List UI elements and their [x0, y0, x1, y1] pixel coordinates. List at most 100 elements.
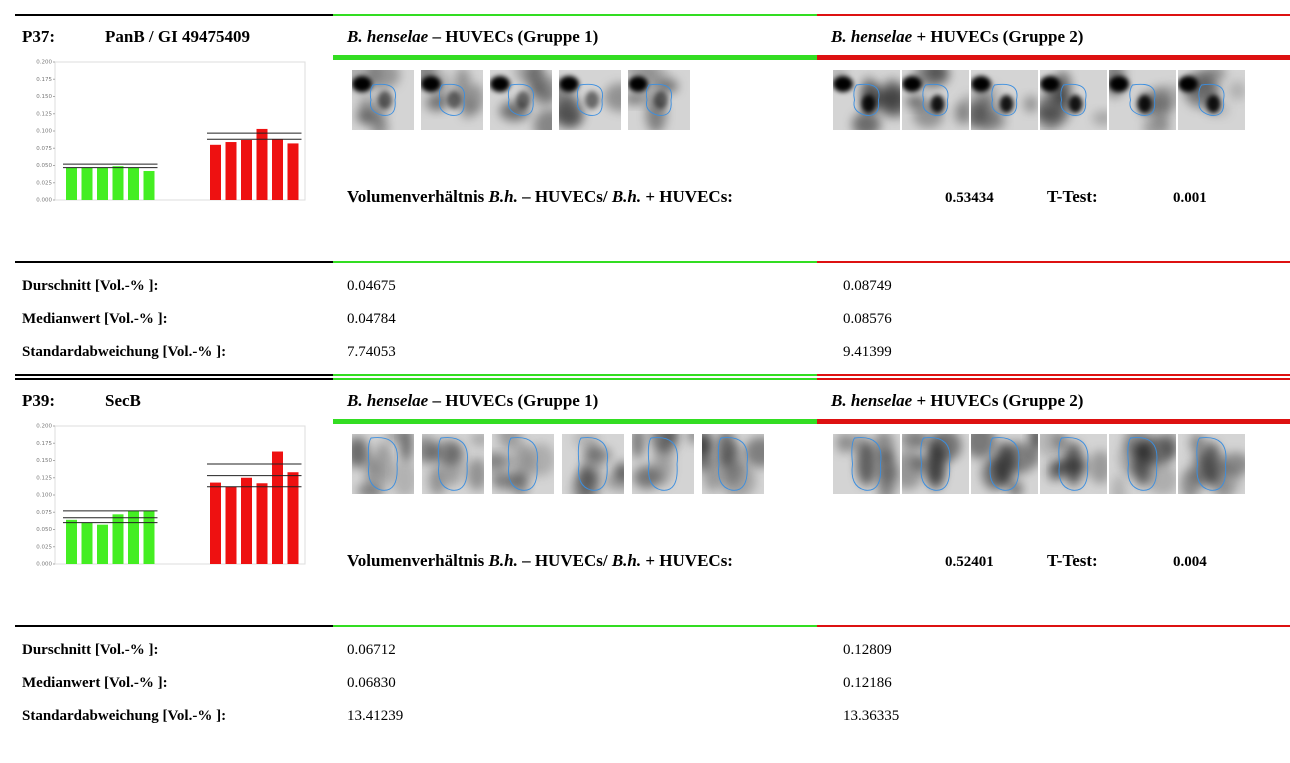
gel-spot: [373, 442, 393, 486]
gel-content: [490, 70, 552, 130]
gel-content: [562, 434, 624, 494]
gel-blob: [1030, 434, 1038, 467]
gel-outline: [1196, 437, 1227, 491]
ttest-value: 0.001: [1173, 190, 1207, 206]
gel-blob: [878, 480, 894, 494]
gel-blob: [1008, 480, 1023, 494]
gel-spot: [902, 76, 922, 92]
gel-outline: [1127, 437, 1158, 491]
bar: [112, 166, 124, 200]
gel-blob: [640, 70, 660, 101]
gel-spot: [1109, 76, 1129, 92]
ratio-value: 0.52401: [945, 554, 994, 570]
group-header-rest: + HUVECs (Gruppe 2): [912, 391, 1084, 410]
stat-label: Durschnitt [Vol.-% ]:: [22, 278, 159, 294]
gel-blob: [989, 108, 1006, 130]
gel-content: [628, 70, 690, 130]
gel-blob: [1055, 70, 1072, 109]
gel-image: [632, 434, 694, 494]
rule: [817, 625, 1290, 627]
gel-content: [833, 70, 900, 130]
gel-image: [628, 70, 690, 130]
gel-image: [562, 434, 624, 494]
gel-content: [902, 434, 969, 494]
gel-spot: [559, 76, 579, 92]
stat-label: Standardabweichung [Vol.-% ]:: [22, 344, 227, 360]
rule: [15, 378, 333, 380]
gel-spot: [352, 76, 372, 92]
gel-blob: [687, 434, 694, 445]
gel-outline: [367, 437, 398, 491]
bar: [66, 167, 77, 200]
stat-group1: 0.06830: [347, 675, 396, 691]
gel-outline: [577, 437, 608, 491]
gel-blob: [1180, 468, 1200, 494]
gel-image: [971, 434, 1038, 494]
ratio-part: Volumenverhältnis: [347, 551, 489, 570]
gel-blob: [492, 450, 506, 478]
bar: [210, 144, 221, 200]
gel-outline: [853, 83, 880, 116]
stat-group2: 0.08749: [843, 278, 892, 294]
y-tick-label: 0.125: [36, 111, 52, 117]
ttest-label: T-Test:: [1047, 187, 1098, 206]
gel-blob: [911, 455, 926, 471]
bar: [128, 167, 139, 200]
bar: [66, 519, 77, 564]
gel-image: [352, 70, 414, 130]
gel-spot: [1201, 442, 1222, 486]
gel-blob: [971, 100, 987, 129]
gel-image: [833, 434, 900, 494]
gel-blob: [1092, 110, 1107, 126]
gel-blob: [960, 94, 969, 126]
gel-outline: [717, 437, 748, 491]
block-id: P37:: [22, 27, 56, 46]
bar: [256, 128, 268, 200]
gel-spot: [443, 442, 463, 486]
gel-spot: [930, 95, 945, 113]
gel-content: [902, 70, 969, 130]
gel-content: [352, 434, 414, 494]
gel-content: [422, 434, 484, 494]
y-tick-label: 0.000: [36, 198, 52, 204]
gel-blob: [925, 70, 948, 81]
rule: [817, 261, 1290, 263]
gel-spot: [447, 91, 461, 109]
rule: [333, 55, 817, 60]
bar: [287, 472, 299, 564]
gel-spot: [490, 76, 510, 92]
gel-blob: [357, 482, 384, 494]
ratio-part: B.h.: [488, 187, 518, 206]
gel-outline: [507, 83, 534, 116]
gel-blob: [1023, 95, 1038, 113]
gel-blob: [559, 84, 577, 121]
gel-outline: [989, 437, 1020, 491]
stat-group2: 13.36335: [843, 708, 900, 724]
y-tick-label: 0.050: [36, 163, 52, 169]
stat-group1: 0.04784: [347, 311, 396, 327]
gel-blob: [1147, 464, 1176, 494]
gel-spot: [654, 91, 668, 109]
rule: [817, 419, 1290, 424]
gel-blob: [526, 443, 554, 477]
gel-blob: [400, 434, 413, 462]
bar: [241, 477, 252, 564]
bar: [143, 171, 155, 200]
stat-group1: 13.41239: [347, 708, 404, 724]
gel-strip: [352, 434, 1245, 494]
stat-group2: 0.08576: [843, 311, 892, 327]
stat-group1: 7.74053: [347, 344, 396, 360]
chart: 0.000 0.025 0.050 0.075 0.100 0.125 0.150 0.175…: [36, 424, 306, 568]
group-header: B. henselae + HUVECs (Gruppe 2): [831, 392, 1083, 410]
gel-outline: [922, 83, 949, 116]
y-tick-label: 0.175: [36, 77, 52, 83]
gel-spot: [723, 442, 743, 486]
rule: [333, 261, 817, 263]
stat-label: Medianwert [Vol.-% ]:: [22, 675, 168, 691]
gel-outline: [507, 437, 538, 491]
gel-spot: [833, 76, 853, 92]
rule: [15, 14, 333, 16]
bar: [272, 451, 283, 564]
gel-blob: [613, 461, 624, 481]
rule: [333, 14, 817, 16]
